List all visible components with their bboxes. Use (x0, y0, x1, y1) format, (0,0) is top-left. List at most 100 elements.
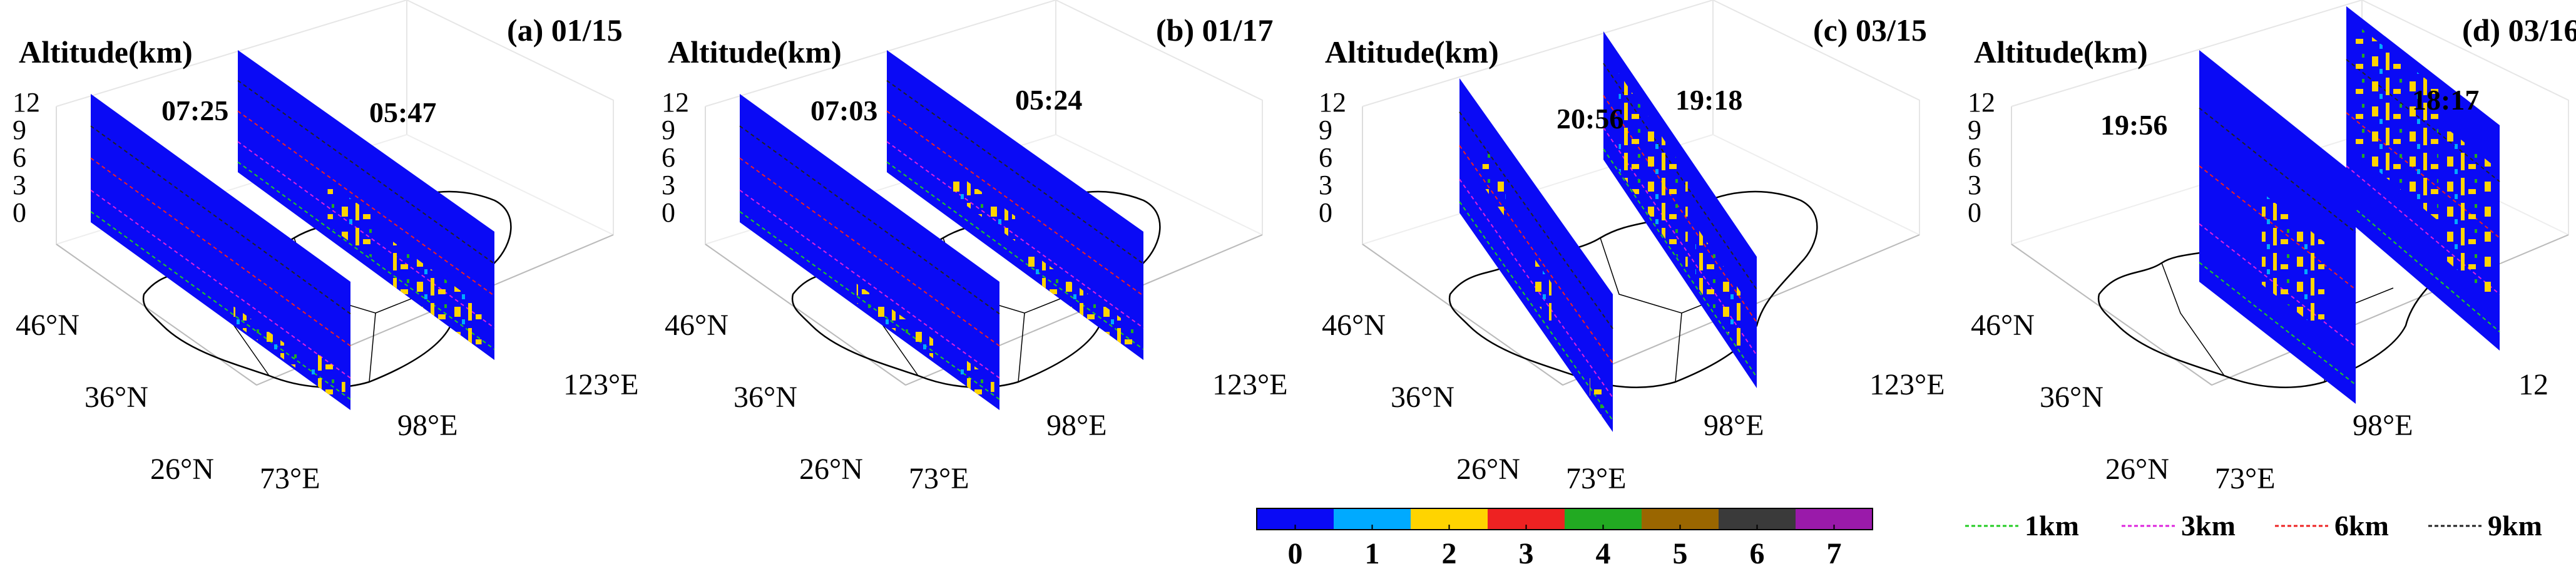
axis-box-back (56, 0, 614, 235)
legend-label: 1km (2025, 510, 2079, 542)
lat-tick-label: 46°N (665, 309, 728, 342)
aerosol-feature (311, 349, 345, 406)
z-axis-label: Altitude(km) (668, 34, 842, 69)
aerosol-feature (2262, 192, 2324, 334)
colorbar-frame (1256, 508, 1873, 530)
curtain-1 (2199, 50, 2356, 404)
colorbar-tick-label: 3 (1519, 537, 1534, 570)
aerosol-feature (951, 170, 1015, 241)
curtain-2 (2346, 6, 2500, 351)
aerosol-feature (2446, 128, 2492, 299)
aerosol-feature (1482, 144, 1506, 218)
colorbar: 0 1 2 3 4 5 6 7 (1256, 508, 1873, 570)
colorbar-tick-label: 5 (1673, 537, 1688, 570)
ref-line-6km (237, 110, 495, 297)
overpass-time: 18:17 (2412, 84, 2479, 116)
z-tick-label: 3 (1968, 170, 1981, 200)
lon-tick-label: 98°E (2353, 409, 2413, 442)
aerosol-feature (1590, 371, 1610, 428)
ref-line-9km (886, 80, 1144, 265)
ref-line-9km (90, 125, 351, 315)
ref-line-1km (1459, 201, 1613, 421)
colorbar-tick-label: 4 (1596, 537, 1611, 570)
z-tick-label: 9 (662, 115, 675, 145)
ref-line-3km (739, 189, 1000, 379)
curtain-1 (90, 94, 351, 410)
ref-line-6km (886, 110, 1144, 297)
ref-line-3km (90, 189, 351, 379)
aerosol-feature (233, 306, 299, 370)
z-tick-label: 12 (1319, 87, 1346, 118)
lat-axis-line (2011, 244, 2212, 386)
ref-line-6km (90, 157, 351, 347)
axis-box-back (1362, 0, 1920, 235)
z-tick-label: 12 (1968, 87, 1995, 118)
lat-tick-label: 26°N (1456, 453, 1520, 486)
legend-label: 3km (2181, 510, 2236, 542)
legend-label: 9km (2488, 510, 2542, 542)
lat-tick-label: 36°N (733, 381, 797, 414)
panel-title: (d) 03/16 (2462, 13, 2576, 48)
ref-line-9km (739, 125, 1000, 315)
aerosol-feature (327, 182, 379, 263)
ref-line-9km (1459, 111, 1613, 329)
aerosol-feature (960, 356, 994, 406)
lat-tick-label: 36°N (84, 381, 148, 414)
z-tick-label: 6 (13, 142, 26, 173)
z-tick-label: 6 (1319, 142, 1332, 173)
colorbar-tick-label: 0 (1288, 537, 1303, 570)
ref-line-9km (237, 80, 495, 265)
curtain-2 (886, 50, 1144, 360)
panel-title: (b) 01/17 (1156, 13, 1274, 48)
z-tick-label: 9 (13, 115, 26, 145)
lon-tick-label: 123°E (1869, 368, 1945, 401)
colorbar-tick-label: 7 (1827, 537, 1842, 570)
lat-tick-label: 36°N (2040, 381, 2103, 414)
aerosol-feature (1028, 250, 1138, 356)
axis-floor-edge (406, 134, 614, 235)
z-tick-label: 6 (1968, 142, 1981, 173)
ref-line-9km (2199, 107, 2356, 234)
lat-tick-label: 46°N (16, 309, 79, 342)
curtain-2-fill (887, 50, 1143, 360)
legend: 1km 3km 6km 9km (1965, 510, 2542, 542)
lon-tick-label: 12 (2518, 368, 2548, 401)
lon-tick-label: 123°E (563, 368, 639, 401)
ref-line-1km (2199, 262, 2356, 386)
z-tick-label: 9 (1319, 115, 1332, 145)
curtain-2 (237, 50, 495, 360)
z-tick-label: 12 (13, 87, 40, 118)
z-axis-label: Altitude(km) (1974, 34, 2148, 69)
lon-tick-label: 73°E (260, 462, 320, 495)
lat-tick-label: 36°N (1391, 381, 1454, 414)
curtain-1 (739, 94, 1000, 410)
lon-tick-label: 98°E (1704, 409, 1764, 442)
overpass-time: 05:24 (1015, 84, 1082, 116)
curtain-1 (1459, 78, 1613, 432)
lon-tick-label: 73°E (909, 462, 969, 495)
z-tick-label: 0 (1968, 197, 1981, 228)
axis-box-back (705, 0, 1263, 235)
aerosol-feature (1528, 250, 1551, 324)
z-tick-label: 6 (662, 142, 675, 173)
lon-tick-label: 73°E (2215, 462, 2276, 495)
lon-tick-label: 98°E (1046, 409, 1107, 442)
lon-tick-label: 98°E (397, 409, 458, 442)
colorbar-tick-label: 6 (1750, 537, 1765, 570)
axis-floor-edge (1055, 134, 1263, 235)
aerosol-feature (392, 240, 482, 351)
z-axis-label: Altitude(km) (1325, 34, 1499, 69)
curtain-2 (1603, 31, 1757, 388)
lon-axis-line (2211, 234, 2569, 386)
aerosol-feature (2354, 23, 2438, 221)
aerosol-feature (1618, 73, 1688, 272)
lat-tick-label: 26°N (2105, 453, 2169, 486)
ref-line-1km (90, 211, 351, 400)
colorbar-tick-label: 1 (1365, 537, 1380, 570)
panel-title: (c) 03/15 (1813, 13, 1927, 48)
